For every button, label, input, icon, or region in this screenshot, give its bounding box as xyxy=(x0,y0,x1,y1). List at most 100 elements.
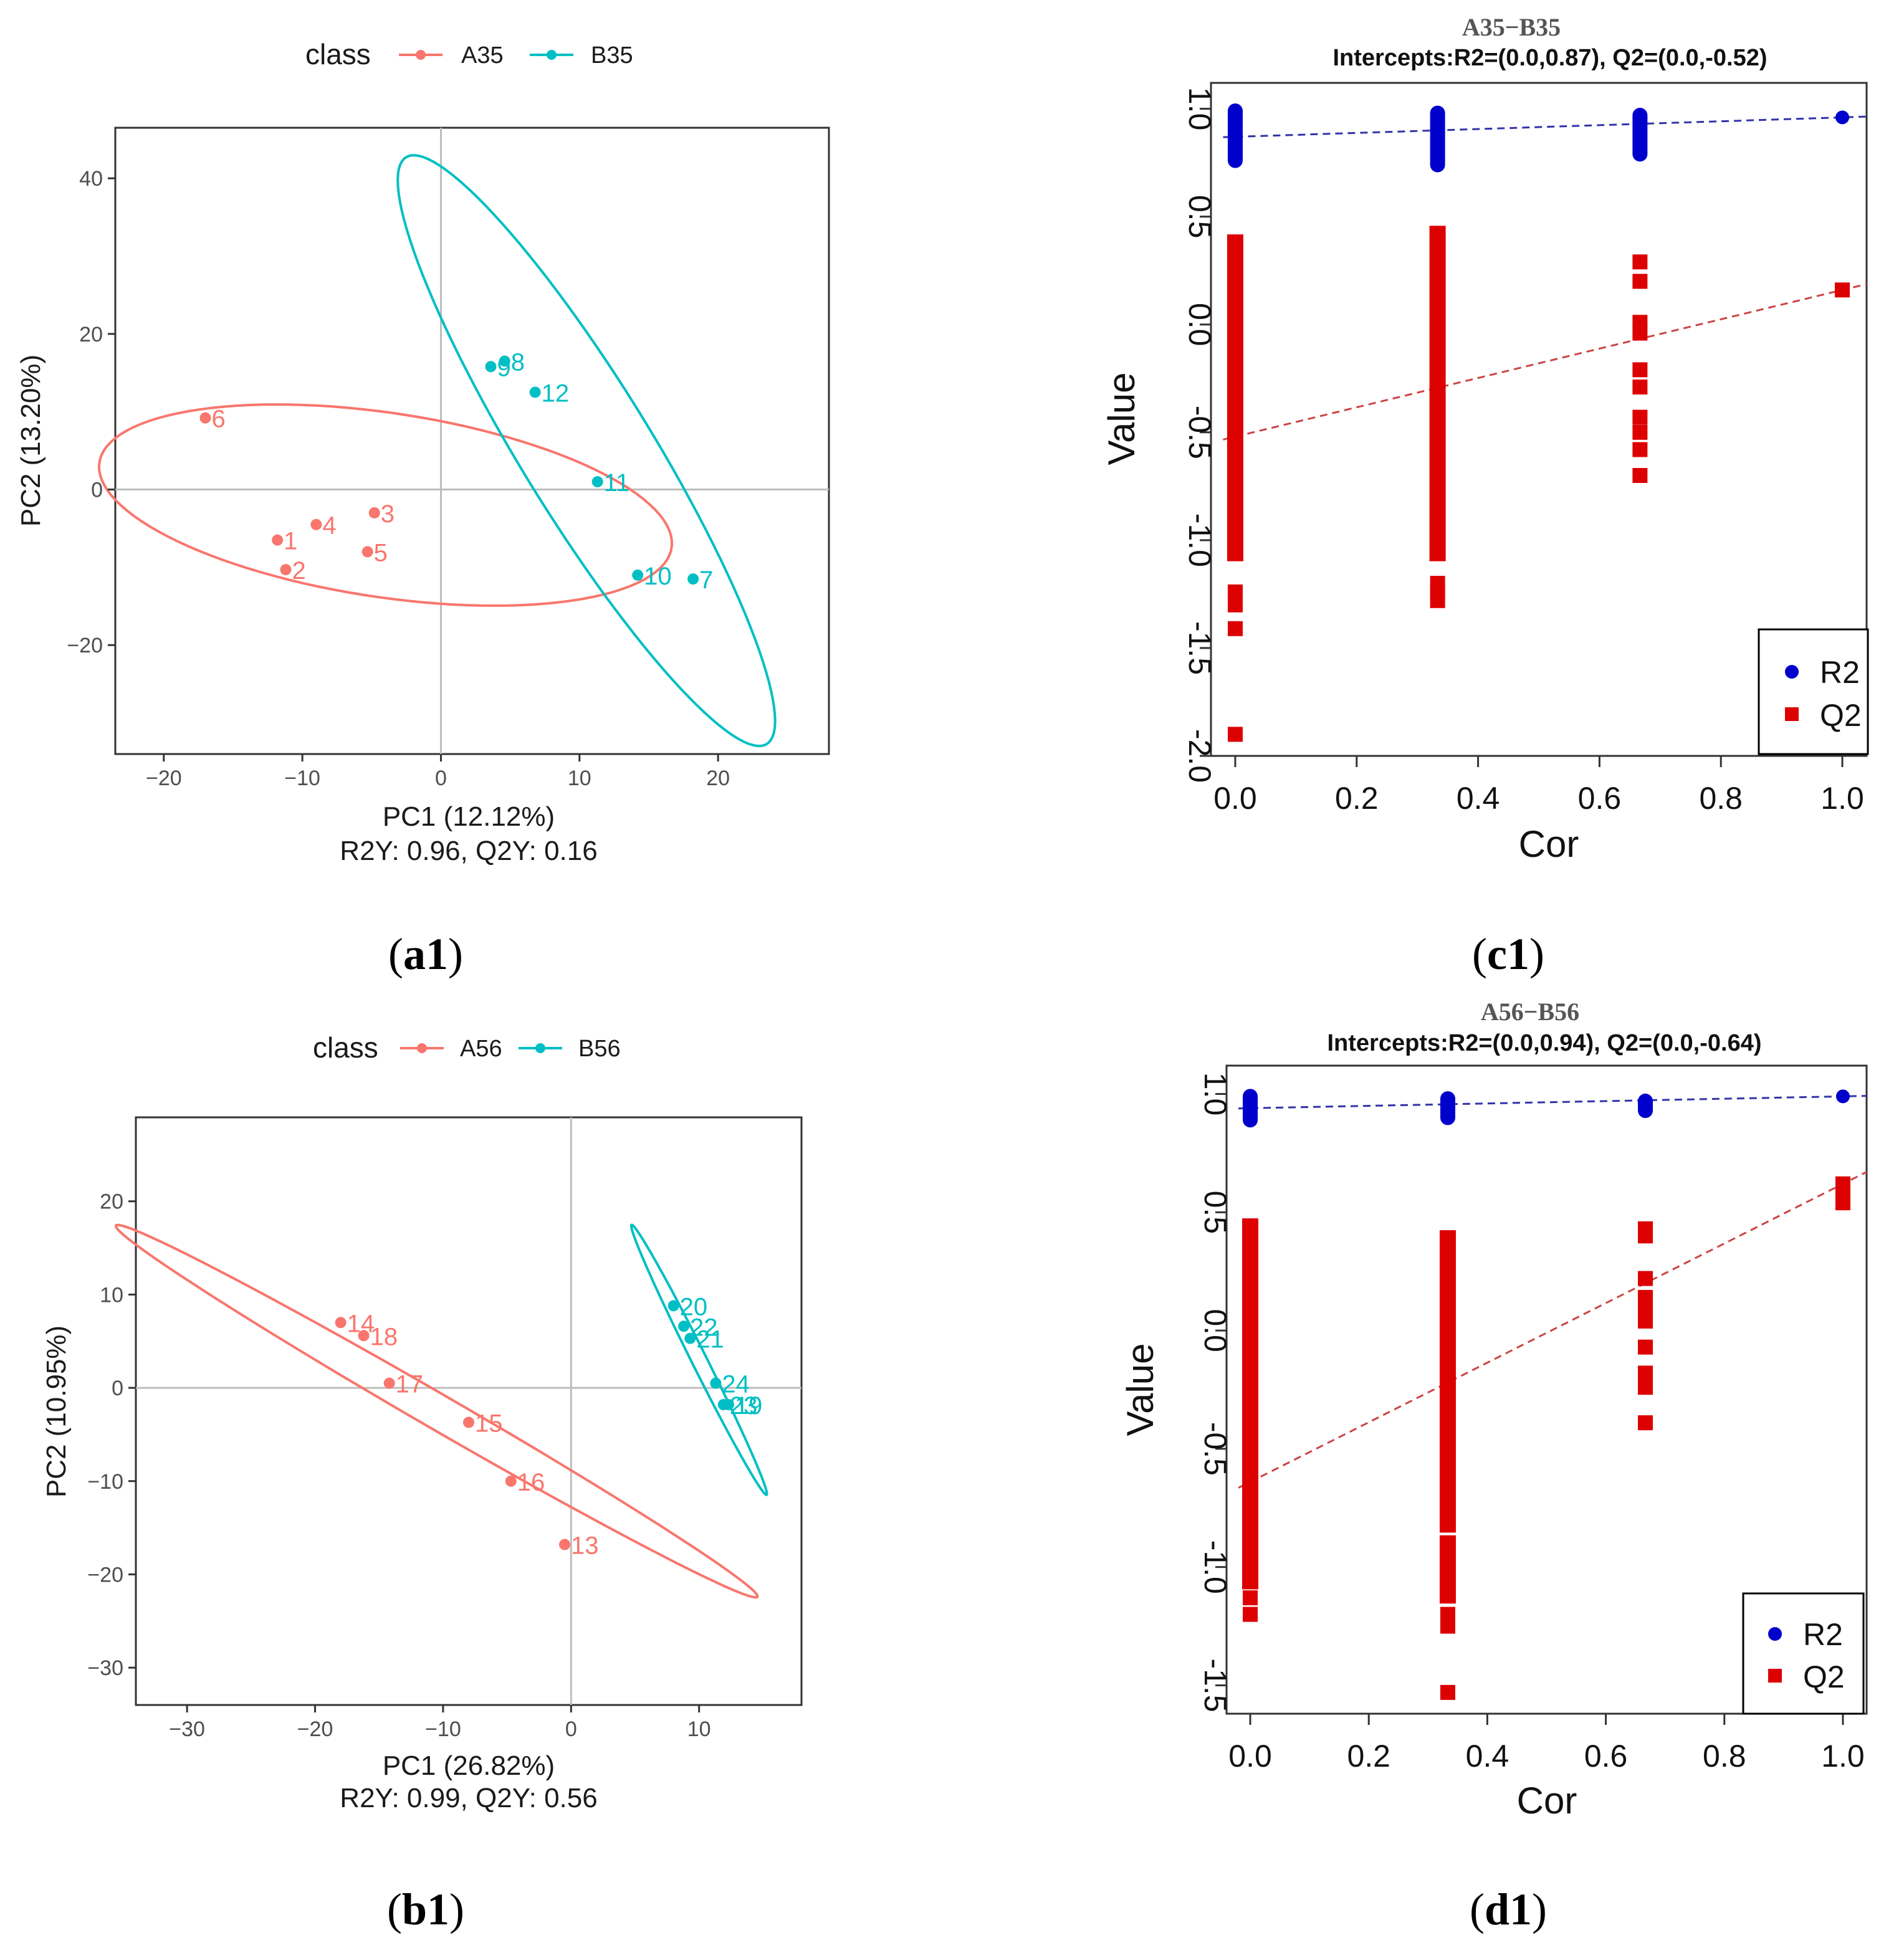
permutation-point-q2 xyxy=(1632,362,1648,378)
y-tick-label: 0.5 xyxy=(1198,1191,1233,1234)
plot-marks-d1 xyxy=(1238,1089,1867,1700)
x-tick-label: 10 xyxy=(687,1717,711,1741)
y-tick-label: −10 xyxy=(87,1470,123,1494)
sample-label-10: 10 xyxy=(644,563,672,590)
sample-label-2: 2 xyxy=(292,557,305,585)
sample-point-23 xyxy=(717,1399,729,1411)
confidence-ellipse-b56 xyxy=(629,1223,768,1496)
legend-label-q2: Q2 xyxy=(1803,1659,1845,1694)
legend-label-b35: B35 xyxy=(591,42,633,69)
x-tick-label: −30 xyxy=(169,1717,205,1741)
permutation-point-q2 xyxy=(1227,727,1243,742)
sample-point-12 xyxy=(529,386,541,398)
panel-caption-b1: (b1) xyxy=(387,1884,464,1934)
sample-label-9: 9 xyxy=(497,354,511,381)
permutation-point-q2 xyxy=(1638,1271,1653,1286)
sample-point-14 xyxy=(335,1317,347,1329)
y-tick-label: −30 xyxy=(87,1656,123,1680)
chart-title-d1: A56−B56 xyxy=(1481,998,1579,1026)
legend-marker-q2 xyxy=(1785,707,1799,721)
permutation-band-q2 xyxy=(1227,234,1243,561)
footer-stats-a1: R2Y: 0.96, Q2Y: 0.16 xyxy=(340,836,597,866)
sample-point-4 xyxy=(310,518,322,530)
legend-box-d1 xyxy=(1742,1592,1865,1715)
legend-title: class xyxy=(305,38,371,70)
legend-marker-a56 xyxy=(417,1043,427,1053)
permutation-band-r2 xyxy=(1243,1089,1258,1128)
x-tick-label: 0.4 xyxy=(1466,1739,1509,1774)
y-tick-label: -1.5 xyxy=(1182,621,1217,675)
x-tick-label: 0 xyxy=(565,1717,577,1741)
permutation-point-q2 xyxy=(1638,1313,1653,1329)
y-tick-label: -1.0 xyxy=(1198,1540,1233,1594)
legend-b1: class A56 B56 xyxy=(313,1031,621,1064)
y-tick-label: -1.5 xyxy=(1198,1658,1233,1712)
permutation-point-q2 xyxy=(1638,1339,1653,1355)
legend-box-c1 xyxy=(1758,628,1869,755)
sample-label-18: 18 xyxy=(370,1323,398,1350)
sample-point-24 xyxy=(710,1377,722,1389)
permutation-point-q2 xyxy=(1638,1380,1653,1395)
y-tick-label: 0.0 xyxy=(1198,1309,1233,1352)
sample-point-6 xyxy=(199,412,211,424)
sample-point-5 xyxy=(361,546,373,558)
legend-marker-b35 xyxy=(547,50,557,60)
permutation-point-q2 xyxy=(1638,1365,1653,1381)
permutation-point-q2 xyxy=(1638,1299,1653,1315)
caption-label-b1: b1 xyxy=(402,1884,449,1934)
x-tick-label: 0.0 xyxy=(1228,1739,1272,1774)
permutation-point-q2 xyxy=(1632,380,1648,395)
sample-label-19: 19 xyxy=(735,1392,763,1420)
permutation-point-q2 xyxy=(1440,1618,1455,1634)
y-tick-label: 1.0 xyxy=(1198,1072,1233,1116)
y-tick-label: 10 xyxy=(100,1283,123,1307)
axes-c1: 0.0 0.2 0.4 0.6 0.8 1.0 -2.0 -1.5 -1.0 -0.5 0.0 0.5… xyxy=(1182,87,1864,816)
y-tick-label: −20 xyxy=(87,1563,123,1587)
y-tick-label: 0.0 xyxy=(1182,303,1217,346)
chart-subtitle-c1: Intercepts:R2=(0.0,0.87), Q2=(0.0,-0.52) xyxy=(1333,45,1768,71)
permutation-point-q2 xyxy=(1638,1228,1653,1244)
sample-point-9 xyxy=(485,361,497,373)
chart-title-c1: A35−B35 xyxy=(1462,13,1561,41)
caption-label-c1: c1 xyxy=(1487,929,1529,979)
sample-label-3: 3 xyxy=(381,500,395,528)
sample-label-20: 20 xyxy=(680,1293,708,1320)
plot-marks-c1 xyxy=(1223,103,1867,742)
permutation-point-q2 xyxy=(1632,468,1648,483)
y-tick-label: -0.5 xyxy=(1198,1422,1233,1476)
x-tick-label: −20 xyxy=(146,766,182,790)
y-tick-label: 20 xyxy=(79,323,103,346)
y-tick-label: −20 xyxy=(67,634,103,657)
sample-label-7: 7 xyxy=(699,566,713,594)
sample-point-15 xyxy=(463,1416,474,1428)
axes-a1: −20 −10 0 10 20 −20 0 20 40 xyxy=(67,167,730,790)
x-axis-title-d1: Cor xyxy=(1517,1780,1577,1822)
y-tick-label: 0.5 xyxy=(1182,195,1217,239)
sample-label-24: 24 xyxy=(722,1371,750,1398)
permutation-point-q2 xyxy=(1632,409,1648,425)
x-tick-label: 0 xyxy=(435,766,447,790)
permutation-band-q2 xyxy=(1439,1535,1456,1604)
sample-label-11: 11 xyxy=(604,469,630,497)
legend-marker-r2 xyxy=(1785,665,1799,679)
x-tick-label: 0.2 xyxy=(1335,781,1379,816)
legend-c1: R2 Q2 xyxy=(1758,628,1869,755)
legend-marker-r2 xyxy=(1768,1627,1782,1641)
x-tick-label: 0.8 xyxy=(1703,1739,1746,1774)
permutation-point-q2 xyxy=(1632,325,1648,341)
y-tick-label: 20 xyxy=(100,1190,123,1214)
sample-label-22: 22 xyxy=(690,1314,718,1341)
y-axis-title-c1: Value xyxy=(1101,372,1142,465)
sample-point-11 xyxy=(591,476,603,488)
x-tick-label: 0.6 xyxy=(1578,781,1622,816)
footer-stats-b1: R2Y: 0.99, Q2Y: 0.56 xyxy=(340,1783,597,1813)
legend-a1: class A35 B35 xyxy=(305,38,633,70)
sample-point-18 xyxy=(358,1330,370,1342)
permutation-point-q2 xyxy=(1835,282,1850,298)
x-axis-title-a1: PC1 (12.12%) xyxy=(383,801,555,832)
legend-marker-q2 xyxy=(1768,1669,1782,1683)
permutation-point-r2 xyxy=(1835,1089,1850,1104)
